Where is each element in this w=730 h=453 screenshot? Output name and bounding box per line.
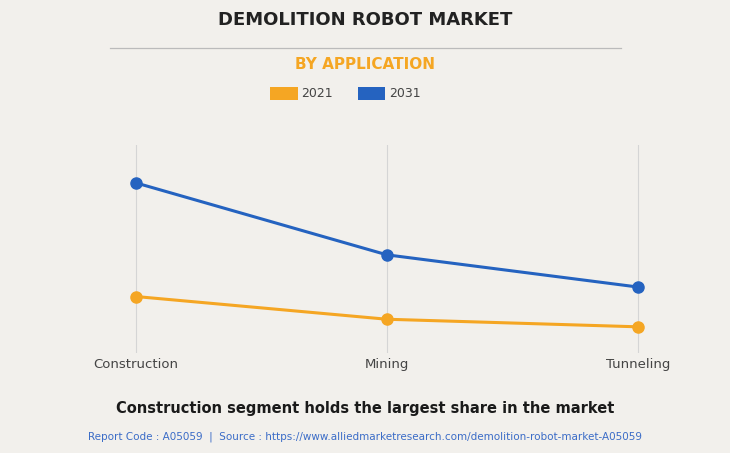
Text: 2031: 2031 [389, 87, 420, 100]
Line: 2031: 2031 [130, 177, 644, 293]
2031 [634, 284, 642, 290]
2021 [131, 294, 140, 299]
2021 [634, 324, 642, 329]
Text: Report Code : A05059  |  Source : https://www.alliedmarketresearch.com/demolitio: Report Code : A05059 | Source : https://… [88, 431, 642, 442]
Line: 2021: 2021 [130, 291, 644, 333]
Text: DEMOLITION ROBOT MARKET: DEMOLITION ROBOT MARKET [218, 11, 512, 29]
Text: 2021: 2021 [301, 87, 333, 100]
2021 [383, 317, 391, 322]
2031 [383, 252, 391, 258]
2031 [131, 180, 140, 186]
Text: BY APPLICATION: BY APPLICATION [295, 57, 435, 72]
Text: Construction segment holds the largest share in the market: Construction segment holds the largest s… [116, 401, 614, 416]
